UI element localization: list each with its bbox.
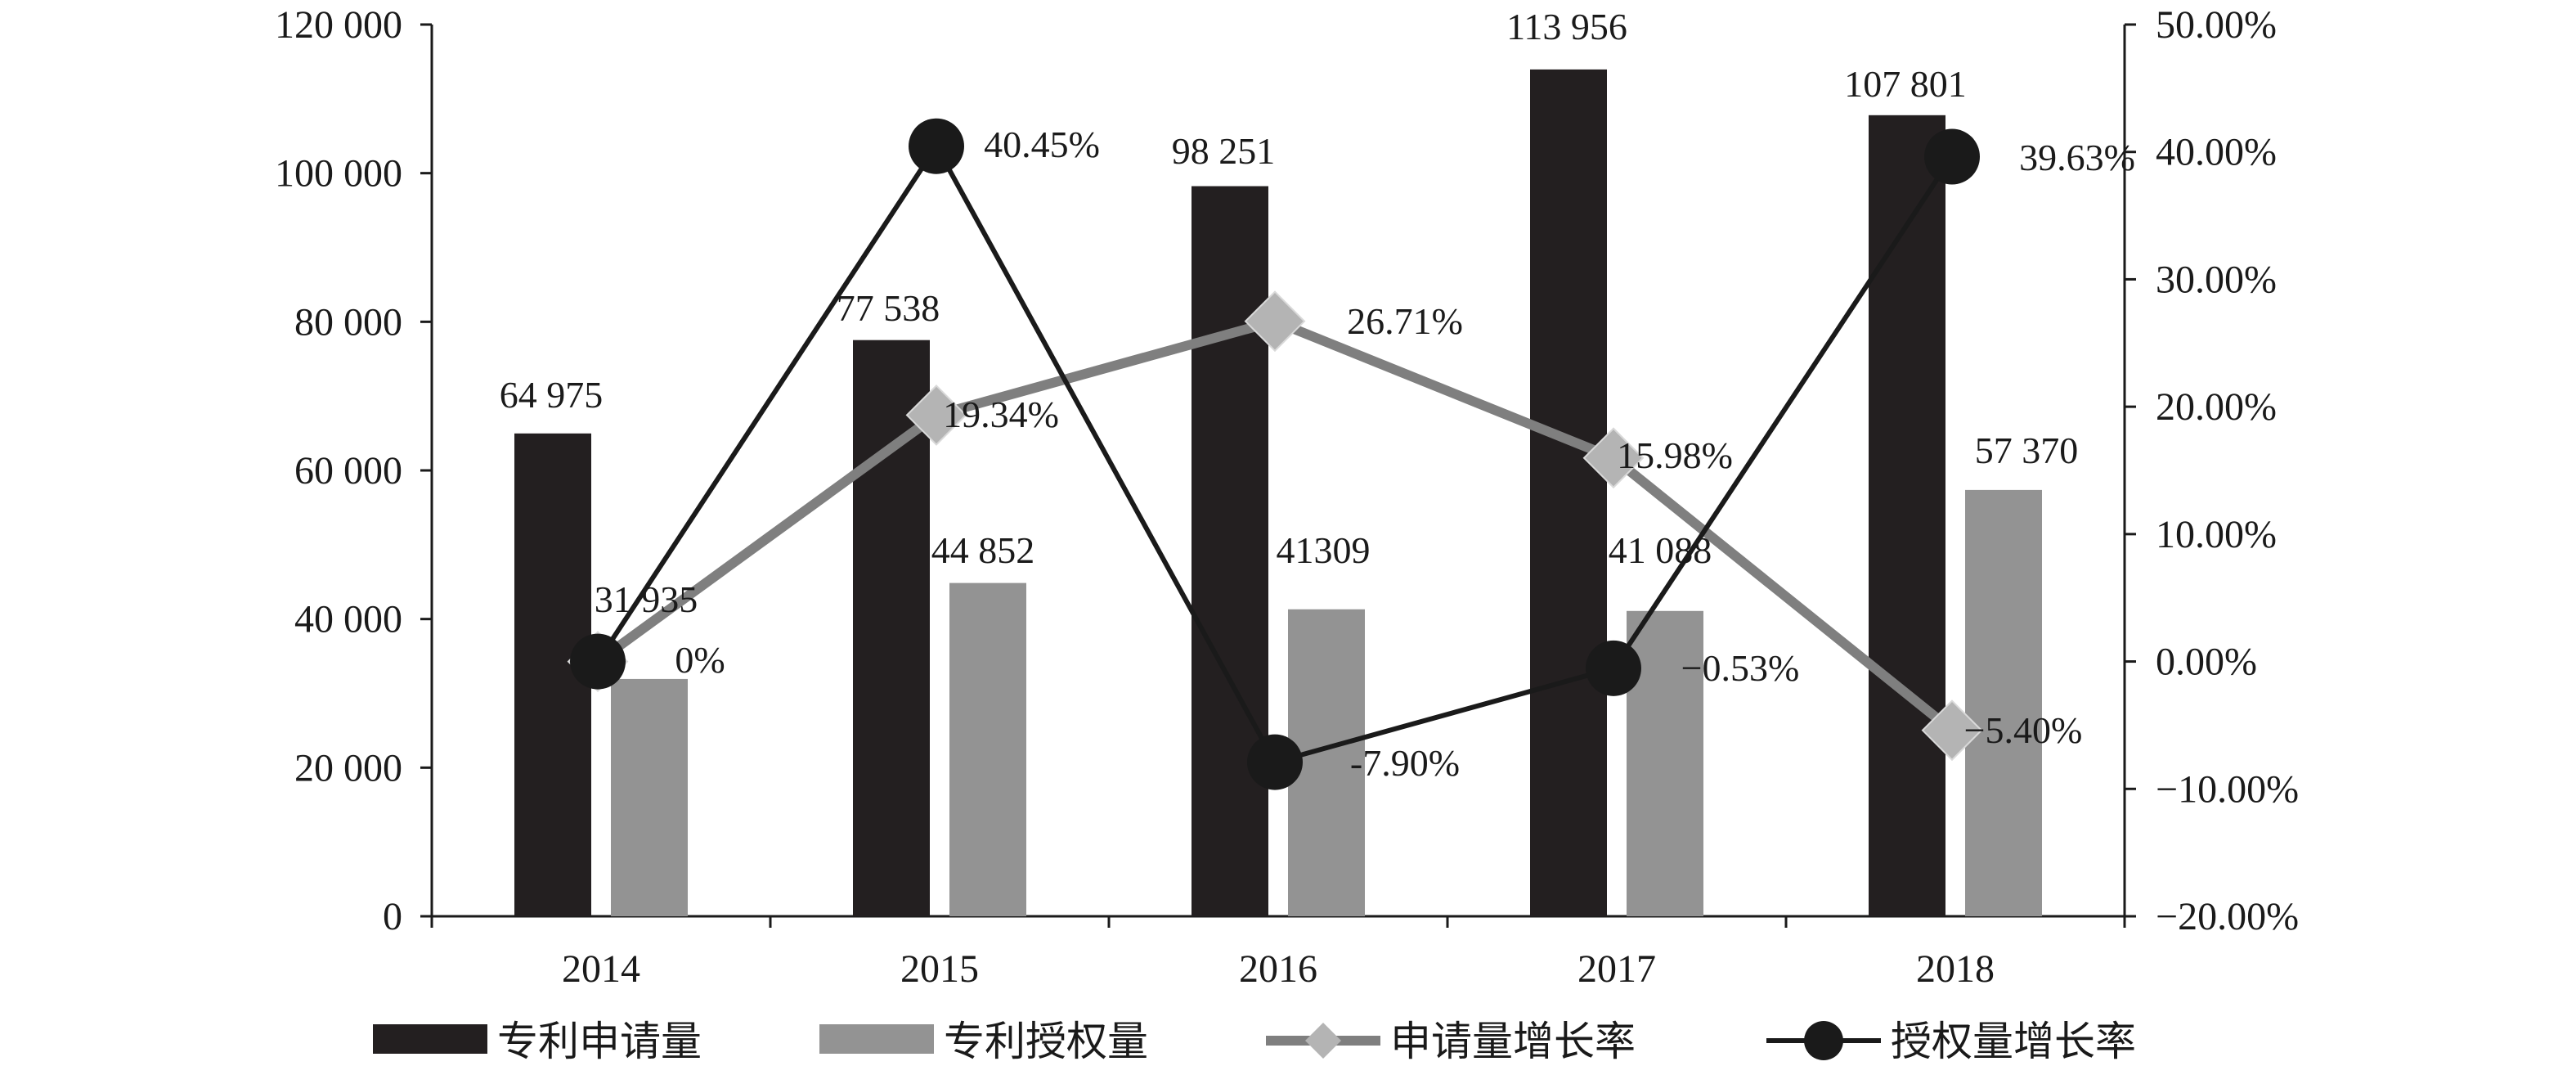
right-tick-label: −20.00% [2156,895,2299,938]
left-tick-label: 80 000 [294,300,402,344]
x-tick-label: 2015 [900,947,979,991]
marker-diamond [905,385,967,446]
bar-2016-application [1192,186,1268,917]
data-label-grant: 44 852 [931,529,1035,571]
marker-circle [1247,734,1303,790]
data-label-application: 98 251 [1172,130,1276,172]
data-label-grant: 57 370 [1975,430,2079,471]
data-label-application: 113 956 [1506,6,1627,47]
right-tick-label: 30.00% [2156,258,2277,301]
marker-circle [909,118,964,174]
legend-label: 申请量增长率 [1390,1018,1636,1065]
left-tick-label: 120 000 [275,3,402,47]
x-tick-label: 2014 [562,947,640,991]
data-label-application: 77 538 [837,287,940,329]
marker-diamond [1244,290,1306,353]
left-tick-label: 100 000 [275,152,402,196]
bar-2017-application [1530,69,1607,917]
data-label-application: 64 975 [500,374,604,416]
right-tick-label: 10.00% [2156,513,2277,556]
chart-lines [567,118,1983,790]
legend-marker-diamond [1305,1023,1341,1059]
data-label-grant-growth: 39.63% [2019,137,2135,178]
data-label-application-growth: 26.71% [1347,300,1463,342]
data-label-application-growth: 15.98% [1617,434,1733,476]
bar-2015-application [853,340,930,916]
right-tick-label: −10.00% [2156,767,2299,811]
right-tick-label: 0.00% [2156,641,2257,684]
chart-bars [514,69,2042,917]
chart-axes: 0 20 000 40 000 60 000 80 000 100 000 120 000 −… [275,3,2299,991]
right-tick-label: 50.00% [2156,3,2277,47]
x-tick-label: 2017 [1577,947,1656,991]
legend-label: 授权量增长率 [1891,1018,2136,1065]
chart-legend: 专利申请量 专利授权量 申请量增长率 授权量增长率 [373,1018,2136,1065]
data-label-grant: 41 088 [1609,529,1712,571]
data-label-grant: 31 935 [595,578,698,620]
right-tick-label: 20.00% [2156,385,2277,429]
data-label-grant-growth: 40.45% [984,124,1100,165]
marker-circle [570,633,626,690]
data-label-application-growth: 0% [675,639,725,681]
legend-label: 专利申请量 [497,1018,702,1065]
data-label-application-growth: 19.34% [943,394,1059,435]
left-tick-label: 40 000 [294,598,402,641]
data-label-grant-growth: −0.53% [1681,647,1800,689]
legend-swatch [819,1024,934,1054]
bar-2018-grant [1965,489,2042,916]
x-tick-label: 2016 [1239,947,1317,991]
bar-2018-application [1869,115,1945,916]
data-label-application: 107 801 [1844,63,1967,105]
marker-circle [1924,128,1980,185]
legend-label: 专利授权量 [944,1018,1148,1065]
data-label-application-growth: −5.40% [1964,709,2083,751]
right-tick-label: 40.00% [2156,131,2277,174]
left-tick-label: 60 000 [294,449,402,493]
data-label-grant: 41309 [1277,529,1371,571]
x-tick-label: 2018 [1916,947,1995,991]
marker-diamond [1921,699,1983,762]
data-label-grant-growth: -7.90% [1350,742,1460,784]
bar-2015-grant [949,582,1026,916]
chart-data-labels: 64 975 77 538 98 251 113 956 107 801 31 935 44… [500,6,2135,784]
left-tick-label: 0 [383,895,402,938]
marker-diamond [1582,427,1645,489]
left-tick-label: 20 000 [294,746,402,789]
bar-2014-grant [611,678,688,916]
legend-swatch [373,1024,487,1054]
legend-marker-circle [1804,1021,1843,1060]
marker-circle [1586,640,1641,696]
